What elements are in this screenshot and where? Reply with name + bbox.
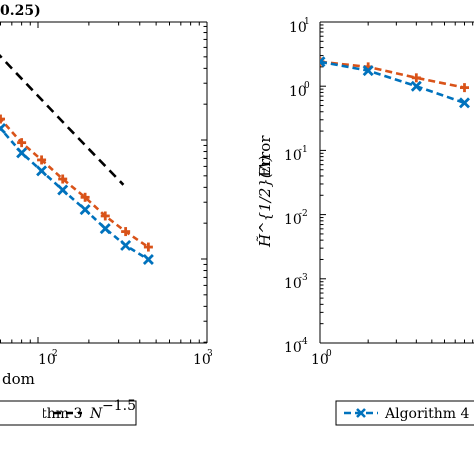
- right-legend: Algorithm 4: [335, 400, 474, 426]
- right-y-tick-label-1e-2: 10-2: [284, 209, 308, 228]
- right-series-1-point-0: [320, 59, 326, 68]
- svg-text:10: 10: [284, 276, 302, 292]
- svg-text:3: 3: [207, 349, 213, 359]
- right-y-axis-label: H̃^{1/2}(Λ) Error: [256, 135, 274, 248]
- svg-text:-3: -3: [299, 273, 308, 283]
- svg-text:-4: -4: [299, 337, 308, 347]
- svg-text:10: 10: [284, 340, 302, 356]
- left-axes: [0, 21, 208, 344]
- right-legend-label-algorithm-4: Algorithm 4: [384, 406, 470, 422]
- left-x-tick-label-1000: 10 3: [193, 349, 213, 368]
- right-y-tick-label-1e-1: 10-1: [284, 145, 308, 164]
- left-legend-label-n: N: [89, 406, 103, 422]
- left-axis-ticks: [0, 22, 208, 343]
- svg-text:0: 0: [326, 349, 332, 359]
- right-series-group: [320, 56, 470, 109]
- right-axis-ticks: [319, 21, 474, 344]
- right-series-1-point-0: [320, 56, 326, 64]
- svg-text:10: 10: [38, 352, 56, 368]
- left-chart-title: 0.25): [0, 3, 41, 19]
- left-series-1-point-8: [120, 239, 132, 251]
- right-series-1-point-3: [459, 97, 470, 109]
- right-axes: [319, 21, 474, 344]
- right-series-line-1: [320, 60, 465, 105]
- svg-text:10: 10: [193, 352, 211, 368]
- left-series-1-point-7: [99, 223, 111, 235]
- svg-text:-1: -1: [299, 145, 308, 155]
- right-y-tick-label-1e1: 101: [289, 17, 310, 36]
- right-series-line-0: [320, 60, 465, 89]
- left-series-1-point-5: [57, 184, 69, 196]
- left-series-1-point-3: [16, 147, 28, 159]
- left-legend: Algorithm 3 N −1.5: [0, 398, 137, 426]
- left-x-axis-label: dom: [2, 370, 35, 388]
- svg-text:2: 2: [52, 349, 58, 359]
- svg-text:1: 1: [304, 17, 310, 27]
- svg-text:10: 10: [311, 352, 329, 368]
- left-series-1-point-4: [36, 165, 48, 177]
- svg-text:-2: -2: [299, 209, 308, 219]
- right-y-tick-label-1e0: 100: [289, 81, 310, 100]
- right-y-tick-labels: 101 100 10-1 10-2 10-3 10-4: [284, 17, 310, 356]
- left-legend-label-n-exp: −1.5: [102, 398, 136, 414]
- right-y-tick-label-1e-3: 10-3: [284, 273, 308, 292]
- right-y-axis-label-text: Error: [256, 135, 274, 177]
- left-series-1-point-9: [142, 254, 154, 266]
- right-y-axis-label-math: H̃^{1/2}(Λ): [256, 155, 274, 248]
- right-legend-marker-x: [356, 408, 366, 418]
- left-series-group: [0, 53, 154, 266]
- left-series-line-0: [0, 116, 150, 249]
- svg-text:10: 10: [284, 212, 302, 228]
- left-series-line-2: [0, 53, 125, 186]
- left-x-tick-label-100: 10 2: [38, 349, 58, 368]
- right-x-tick-label-1e0: 10 0: [311, 349, 332, 368]
- svg-text:10: 10: [289, 20, 307, 36]
- left-series-1-point-6: [79, 204, 91, 216]
- svg-text:10: 10: [284, 148, 302, 164]
- right-y-tick-label-1e-4: 10-4: [284, 337, 308, 356]
- svg-text:10: 10: [289, 84, 307, 100]
- svg-text:0: 0: [304, 81, 310, 91]
- left-series-line-1: [0, 126, 150, 261]
- right-series-1-point-2: [410, 80, 422, 92]
- right-series-1-point-1: [362, 65, 374, 77]
- left-series-1-point-2: [0, 122, 6, 131]
